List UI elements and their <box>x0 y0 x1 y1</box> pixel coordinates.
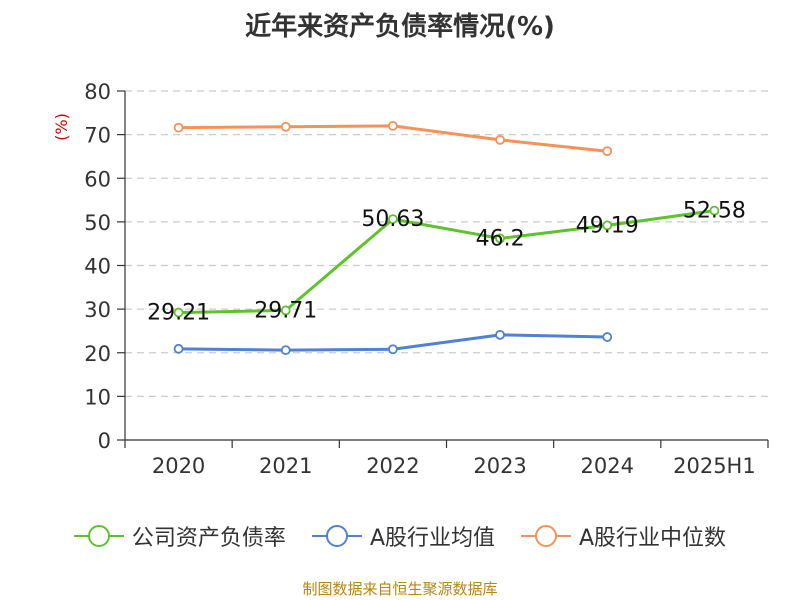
data-point <box>173 343 184 354</box>
data-label: 29.71 <box>254 298 317 323</box>
source-note: 制图数据来自恒生聚源数据库 <box>302 580 498 598</box>
legend-line-circle-icon <box>521 525 571 547</box>
legend-label: A股行业均值 <box>369 526 495 551</box>
y-tick-label: 20 <box>84 342 111 366</box>
data-point <box>388 344 398 355</box>
y-tick-label: 50 <box>84 211 111 235</box>
data-point <box>709 205 720 216</box>
y-tick-label: 0 <box>98 429 111 453</box>
data-label: 50.63 <box>361 207 424 232</box>
data-point <box>602 332 613 342</box>
chart-title: 近年来资产负债率情况(%) <box>245 12 555 42</box>
series-line <box>178 209 715 315</box>
data-point <box>495 233 505 244</box>
legend-item-industry-mean[interactable]: A股行业均值 <box>311 520 495 552</box>
data-point <box>495 134 505 145</box>
data-point <box>173 122 184 133</box>
data-point <box>280 305 291 316</box>
data-point <box>280 345 291 356</box>
legend-label: 公司资产负债率 <box>131 526 286 551</box>
x-tick-label: 2023 <box>473 454 526 478</box>
data-label: 49.19 <box>576 213 639 238</box>
y-axis-label: (%) <box>52 113 71 141</box>
legend-line-circle-icon <box>73 525 124 547</box>
x-tick-label: 2021 <box>259 454 312 478</box>
x-tick-label: 2020 <box>152 454 205 478</box>
data-point <box>388 121 398 131</box>
y-tick-label: 70 <box>84 124 111 148</box>
legend-item-industry-median[interactable]: A股行业中位数 <box>521 520 726 552</box>
x-tick-label: 2025H1 <box>673 454 756 478</box>
y-tick-label: 10 <box>84 385 111 409</box>
x-tick-label: 2022 <box>366 454 419 478</box>
data-point <box>388 214 398 225</box>
data-point <box>173 307 184 318</box>
data-label: 52.58 <box>683 199 746 224</box>
data-point <box>280 121 291 132</box>
data-label: 29.21 <box>147 301 210 326</box>
data-point <box>602 220 613 231</box>
legend-line-circle-icon <box>311 525 362 547</box>
data-point <box>495 329 505 340</box>
x-tick-label: 2024 <box>581 454 634 478</box>
legend: 公司资产负债率 A股行业均值 A股行业中位数 <box>0 520 800 552</box>
y-tick-label: 60 <box>84 167 111 191</box>
y-tick-label: 40 <box>84 255 111 279</box>
y-tick-label: 30 <box>84 298 111 322</box>
data-point <box>602 146 613 157</box>
legend-item-company[interactable]: 公司资产负债率 <box>73 520 286 552</box>
y-tick-label: 80 <box>84 80 111 104</box>
legend-label: A股行业中位数 <box>579 526 727 551</box>
data-label: 46.2 <box>476 226 525 251</box>
